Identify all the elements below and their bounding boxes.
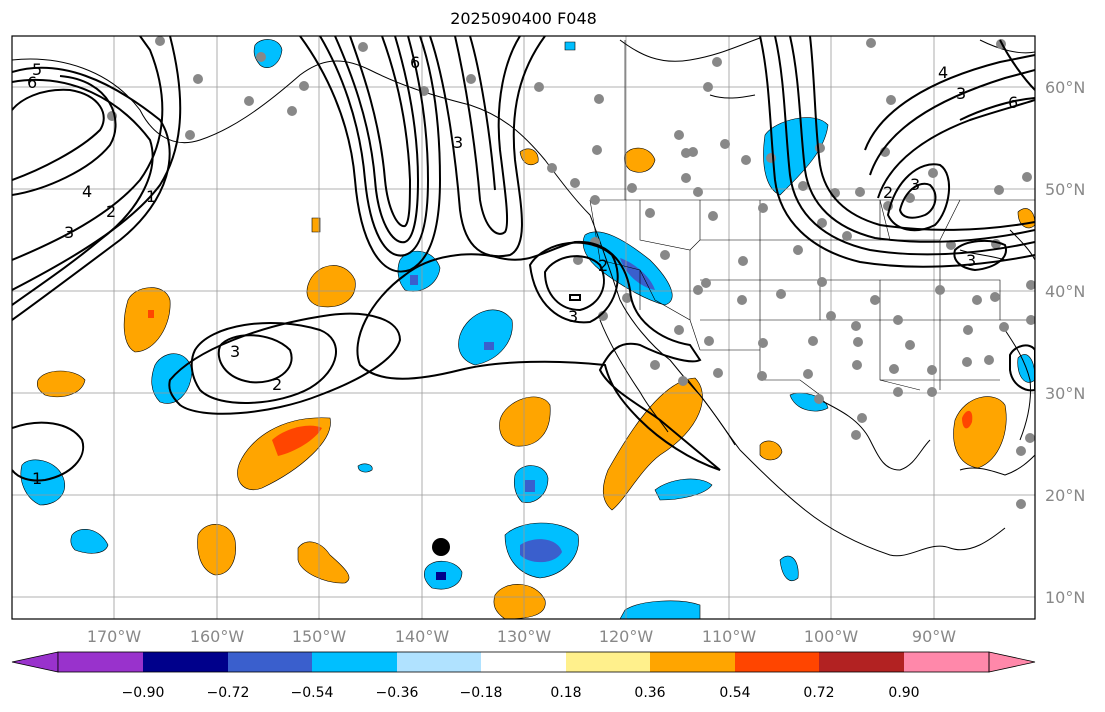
- location-marker: [432, 538, 450, 556]
- contour-label: 3: [453, 133, 463, 152]
- shade-orange: [499, 396, 551, 447]
- contour-label: 4: [82, 182, 92, 201]
- colorbar-segment: [143, 652, 228, 672]
- colorbar-segment: [566, 652, 650, 672]
- colorbar-low-extend: [11, 651, 59, 673]
- contour-label: 6: [1008, 93, 1018, 112]
- colorbar-tick: 0.36: [634, 685, 665, 701]
- shade-orange: [36, 370, 86, 398]
- contour-label: 2: [272, 375, 282, 394]
- lat-tick-label: 30°N: [1045, 384, 1085, 403]
- shade-orange: [493, 584, 546, 619]
- shade-orange: [297, 541, 350, 584]
- shade-darkblue: [525, 480, 535, 492]
- colorbar-segment: [819, 652, 904, 672]
- contour-label: 3: [230, 342, 240, 361]
- colorbar-segment: [650, 652, 735, 672]
- lat-tick-label: 40°N: [1045, 282, 1085, 301]
- contour-label: 3: [568, 307, 578, 326]
- shaded-fields: [20, 39, 1035, 619]
- colorbar-segment: [312, 652, 397, 672]
- colorbar-high-extend: [988, 651, 1036, 673]
- shade-blue: [564, 41, 576, 51]
- shade-darkblue: [484, 342, 494, 350]
- shade-blue: [763, 117, 829, 196]
- shade-orange: [311, 217, 321, 233]
- lon-tick-label: 160°W: [190, 627, 245, 646]
- shade-red: [962, 410, 973, 429]
- lon-tick-label: 140°W: [395, 627, 450, 646]
- coastlines: [12, 37, 1035, 557]
- shade-blue: [779, 555, 799, 581]
- lon-tick-label: 130°W: [497, 627, 552, 646]
- colorbar-segment: [228, 652, 312, 672]
- contour-label: 5: [32, 60, 42, 79]
- colorbar-tick: −0.90: [122, 685, 165, 701]
- shade-darkblue: [520, 539, 562, 563]
- station-dots: [107, 36, 1035, 509]
- contour-label: 2: [883, 183, 893, 202]
- colorbar-tick: −0.36: [376, 685, 419, 701]
- contour-label: 1: [146, 187, 156, 206]
- colorbar-segment: [735, 652, 819, 672]
- colorbar-tick: −0.18: [460, 685, 503, 701]
- contour-labels: 5 6 4 3 2 1 6 3 3 2 3 2 1 4 3 6 2 3 3: [27, 53, 1018, 488]
- lat-tick-labels: 60°N 50°N 40°N 30°N 20°N 10°N: [1045, 78, 1085, 607]
- lon-tick-label: 90°W: [912, 627, 956, 646]
- contour-label: 1: [32, 469, 42, 488]
- shade-red: [148, 310, 154, 318]
- colorbar-tick: 0.90: [888, 685, 919, 701]
- colorbar-segment: [58, 652, 143, 672]
- contour-label: 2: [106, 202, 116, 221]
- map-panel: 5 6 4 3 2 1 6 3 3 2 3 2 1 4 3 6 2 3 3: [12, 36, 1035, 619]
- contour-label: 4: [938, 63, 948, 82]
- colorbar-tick: −0.54: [291, 685, 334, 701]
- shade-orange: [519, 148, 539, 165]
- shade-blue: [619, 600, 701, 619]
- lon-tick-label: 110°W: [702, 627, 757, 646]
- lon-tick-label: 120°W: [599, 627, 654, 646]
- shade-orange: [602, 377, 703, 511]
- colorbar-segment: [397, 652, 481, 672]
- lon-tick-label: 150°W: [292, 627, 347, 646]
- lon-tick-labels: 170°W 160°W 150°W 140°W 130°W 120°W 110°…: [87, 627, 956, 646]
- lat-tick-label: 20°N: [1045, 486, 1085, 505]
- map-title: 2025090400 F048: [450, 9, 597, 28]
- contour-label: 6: [410, 53, 420, 72]
- height-contours: [12, 36, 1035, 482]
- contour-label: 6: [27, 73, 37, 92]
- colorbar-tick: 0.54: [719, 685, 750, 701]
- map-frame: [11, 35, 1036, 620]
- shade-blue: [458, 309, 513, 366]
- shade-blue: [357, 463, 373, 473]
- contour-label: 3: [966, 251, 976, 270]
- colorbar-tick: 0.18: [550, 685, 581, 701]
- shade-orange: [123, 287, 171, 353]
- lon-tick-label: 100°W: [804, 627, 859, 646]
- lat-tick-label: 60°N: [1045, 78, 1085, 97]
- contour-label: 3: [956, 84, 966, 103]
- lat-tick-label: 50°N: [1045, 180, 1085, 199]
- shade-navy: [436, 572, 446, 580]
- lat-tick-label: 10°N: [1045, 588, 1085, 607]
- colorbar-segment: [481, 652, 566, 672]
- colorbar: −0.90 −0.72 −0.54 −0.36 −0.18 0.18 0.36 …: [11, 651, 1036, 701]
- contour-label: 2: [598, 256, 608, 275]
- colorbar-tick: 0.72: [803, 685, 834, 701]
- colorbar-segment: [904, 652, 989, 672]
- lon-tick-label: 170°W: [87, 627, 142, 646]
- shade-blue: [70, 528, 109, 554]
- shade-red: [272, 425, 322, 456]
- shade-orange: [759, 440, 783, 461]
- contour-label: 3: [910, 175, 920, 194]
- contour-label: 3: [64, 223, 74, 242]
- colorbar-frame: [57, 651, 990, 673]
- colorbar-tick: −0.72: [207, 685, 250, 701]
- shade-darkblue: [410, 275, 418, 285]
- shade-blue: [20, 459, 66, 506]
